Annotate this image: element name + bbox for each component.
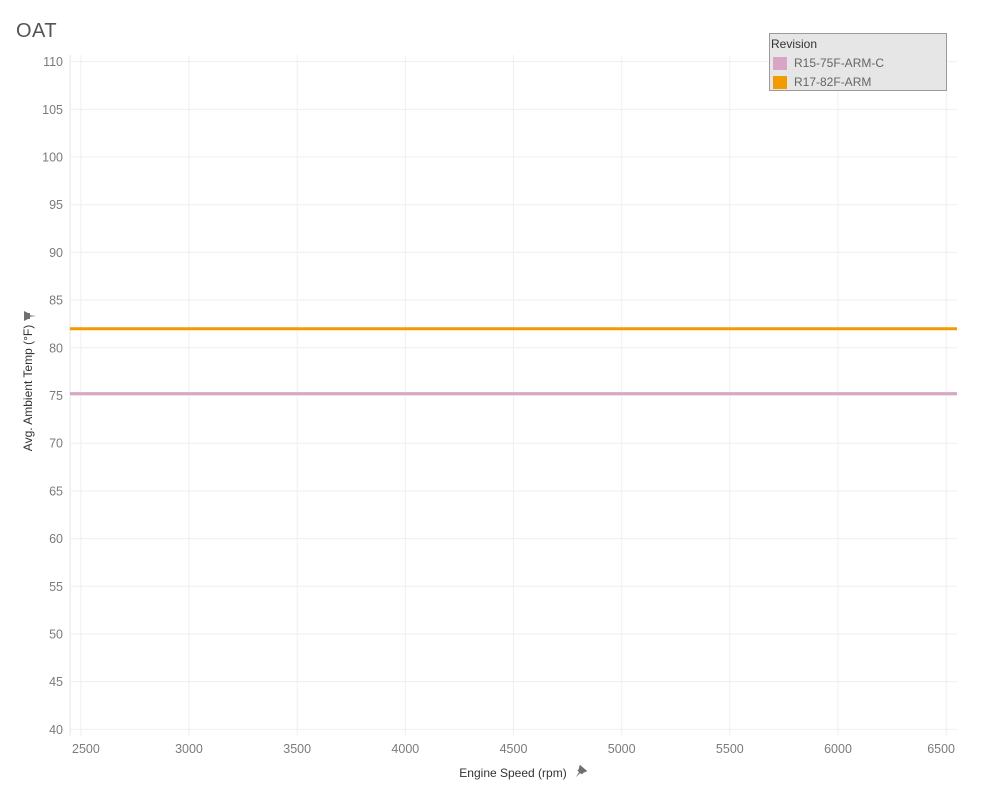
x-axis-title: Engine Speed (rpm) bbox=[459, 766, 566, 780]
y-tick-label: 100 bbox=[42, 151, 63, 165]
x-tick-label: 6000 bbox=[824, 742, 852, 756]
x-tick-labels: 2500 3000 3500 4000 4500 5000 5500 6000 6500 bbox=[72, 742, 955, 756]
legend[interactable]: Revision R15-75F-ARM-C R17-82F-ARM bbox=[769, 33, 947, 91]
legend-title: Revision bbox=[771, 37, 818, 51]
y-tick-label: 85 bbox=[49, 294, 63, 308]
y-tick-label: 65 bbox=[49, 484, 63, 498]
x-tick-label: 5000 bbox=[608, 742, 636, 756]
legend-label-r15: R15-75F-ARM-C bbox=[794, 56, 885, 70]
legend-swatch-r17 bbox=[773, 75, 787, 89]
y-tick-label: 55 bbox=[49, 580, 63, 594]
y-tick-label: 90 bbox=[49, 246, 63, 260]
y-tick-label: 110 bbox=[43, 55, 63, 69]
x-tick-label: 6500 bbox=[927, 742, 955, 756]
y-axis-title-group: Avg. Ambient Temp (°F) bbox=[21, 325, 35, 451]
y-axis-title: Avg. Ambient Temp (°F) bbox=[21, 325, 35, 451]
y-tick-labels: 40 45 50 55 60 65 70 75 80 85 90 95 100 105 110 bbox=[42, 55, 63, 737]
x-tick-label: 2500 bbox=[72, 742, 100, 756]
y-axis-pin-icon[interactable] bbox=[24, 311, 36, 321]
legend-item-r15[interactable]: R15-75F-ARM-C bbox=[773, 55, 884, 71]
gridlines bbox=[69, 55, 957, 736]
y-tick-label: 45 bbox=[49, 675, 63, 689]
x-axis-pin-icon[interactable] bbox=[572, 764, 588, 781]
x-tick-label: 4000 bbox=[391, 742, 419, 756]
y-tick-label: 40 bbox=[49, 723, 63, 737]
x-tick-label: 4500 bbox=[500, 742, 528, 756]
y-tick-label: 75 bbox=[49, 389, 63, 403]
y-tick-label: 95 bbox=[49, 198, 63, 212]
y-tick-label: 80 bbox=[49, 341, 63, 355]
series-lines bbox=[70, 327, 957, 396]
x-tick-label: 5500 bbox=[716, 742, 744, 756]
legend-item-r17[interactable]: R17-82F-ARM bbox=[773, 74, 871, 90]
y-tick-label: 105 bbox=[42, 103, 63, 117]
chart-title: OAT bbox=[16, 20, 58, 42]
y-tick-label: 50 bbox=[49, 627, 63, 641]
x-tick-label: 3000 bbox=[175, 742, 203, 756]
legend-label-r17: R17-82F-ARM bbox=[794, 75, 872, 89]
x-tick-label: 3500 bbox=[283, 742, 311, 756]
y-tick-label: 70 bbox=[49, 437, 63, 451]
legend-swatch-r15 bbox=[773, 56, 787, 70]
y-tick-label: 60 bbox=[49, 532, 63, 546]
